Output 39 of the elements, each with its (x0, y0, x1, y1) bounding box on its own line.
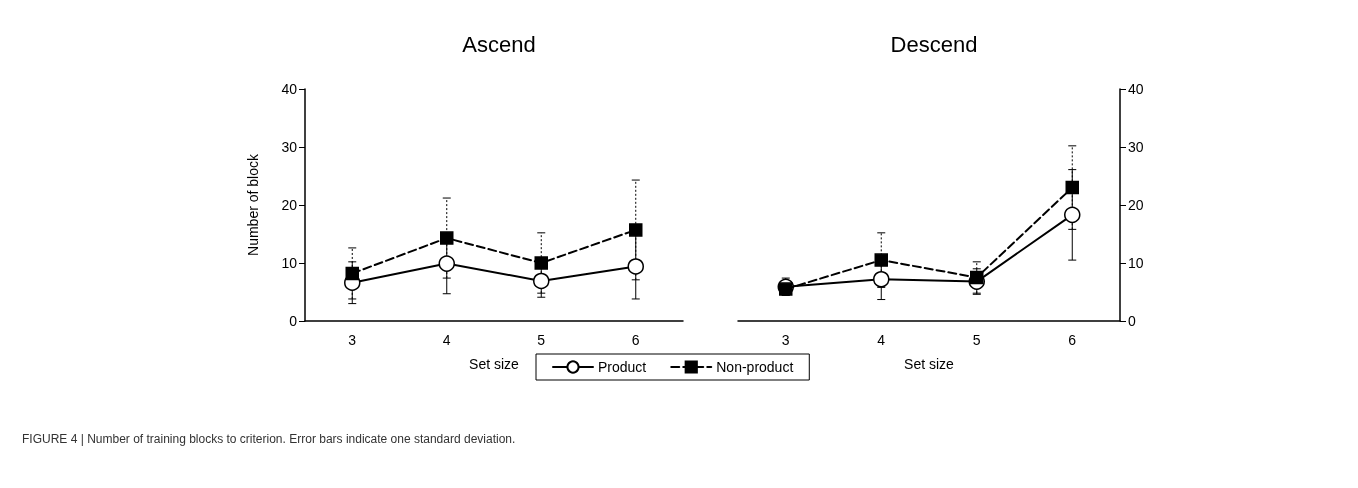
point (629, 223, 643, 237)
y-tick-label: 30 (1128, 139, 1144, 155)
y-tick-label: 0 (1128, 313, 1136, 329)
point (873, 270, 890, 288)
x-axis-title: Set size (904, 356, 955, 372)
x-tick-label: 5 (537, 332, 546, 348)
point (1065, 180, 1079, 195)
x-tick-label: 4 (877, 332, 886, 348)
point (627, 258, 644, 275)
x-tick-label: 6 (1068, 332, 1077, 348)
y-tick-label: 40 (1128, 81, 1144, 97)
point (440, 231, 454, 245)
chart-title: Descend (890, 31, 978, 57)
x-axis-title: Set size (469, 356, 520, 372)
point (970, 270, 984, 285)
point (438, 255, 455, 272)
x-tick-label: 3 (348, 332, 357, 348)
point (345, 266, 359, 281)
y-tick-label: 10 (1128, 255, 1144, 271)
y-tick-label: 40 (281, 81, 298, 97)
point (1064, 206, 1081, 224)
caption: FIGURE 4 | Number of training blocks to criterion. Error bars indicate one standard deviation. (22, 432, 516, 446)
y-tick-label: 20 (1128, 197, 1144, 213)
x-tick-label: 3 (781, 332, 790, 348)
chart-title: Ascend (462, 31, 536, 57)
x-tick-label: 4 (442, 332, 451, 348)
point (534, 256, 548, 270)
point (533, 272, 550, 290)
x-tick-label: 5 (972, 332, 981, 348)
point (779, 282, 793, 296)
x-tick-label: 6 (631, 332, 640, 348)
legend-label: Product (598, 359, 647, 375)
point (874, 253, 888, 267)
y-tick-label: 30 (281, 139, 298, 155)
legend-label: Non-product (716, 359, 794, 375)
y-axis-title: Number of block (245, 153, 261, 256)
y-tick-label: 20 (281, 197, 298, 213)
y-tick-label: 0 (289, 313, 298, 329)
y-tick-label: 10 (281, 255, 298, 271)
